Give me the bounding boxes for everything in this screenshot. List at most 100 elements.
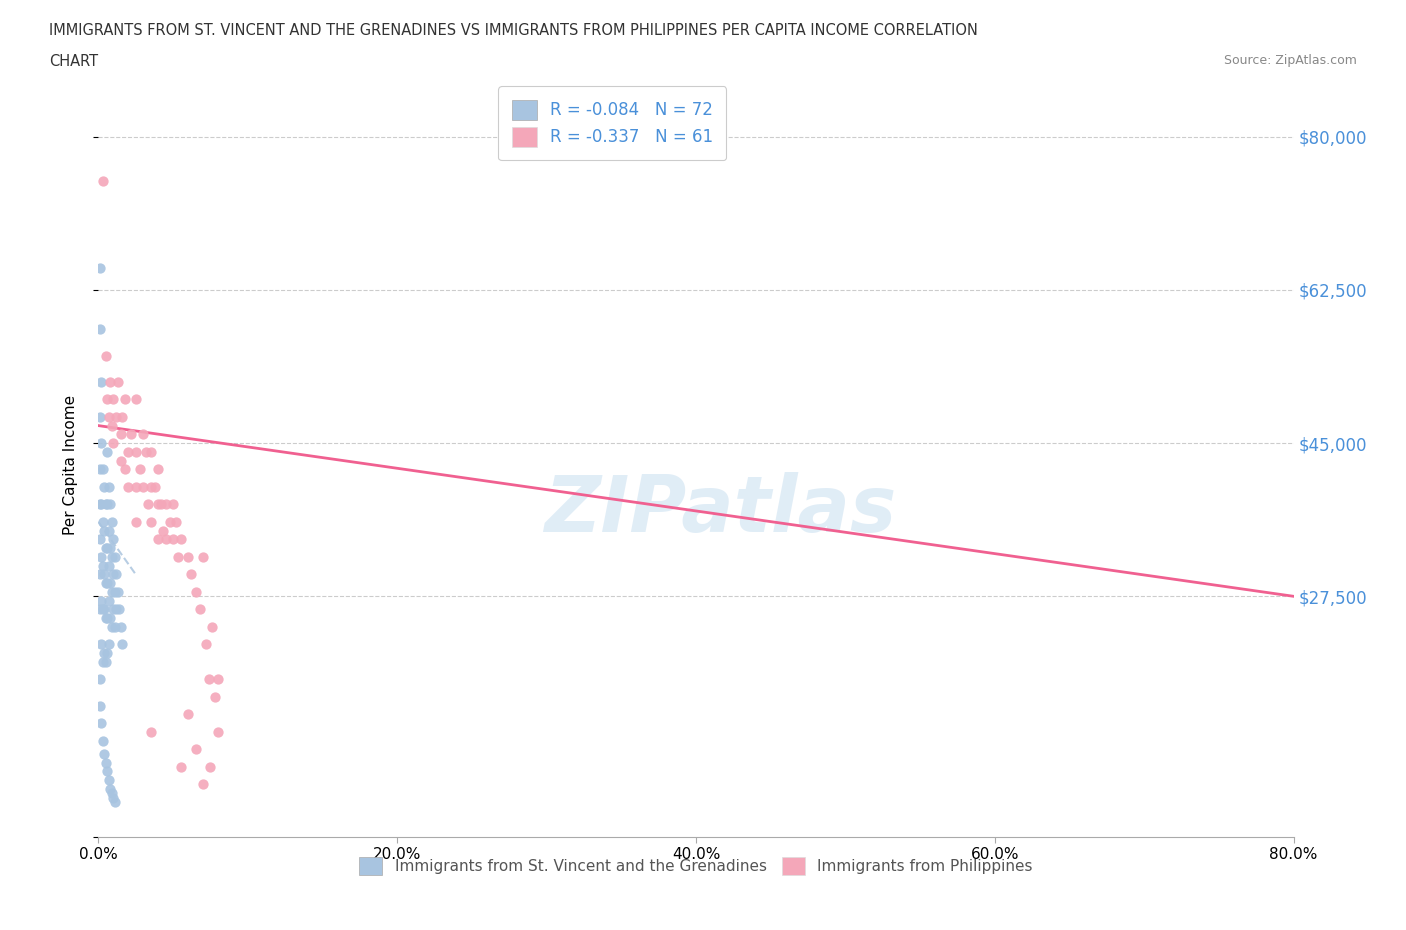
Point: [191, 550, 214, 565]
Point: [96, 611, 118, 626]
Point: [104, 584, 127, 599]
Point: [201, 619, 224, 634]
Point: [97, 480, 120, 495]
Point: [204, 689, 226, 704]
Point: [98, 611, 122, 626]
Point: [89, 532, 111, 547]
Point: [150, 497, 173, 512]
Point: [96, 497, 118, 512]
Point: [207, 724, 229, 739]
Point: [90, 716, 112, 731]
Point: [89, 672, 111, 687]
Point: [125, 514, 148, 529]
Point: [101, 418, 124, 433]
Point: [97, 593, 120, 608]
Point: [117, 480, 139, 495]
Point: [89, 260, 111, 275]
Point: [198, 672, 221, 687]
Point: [97, 637, 120, 652]
Point: [148, 462, 170, 477]
Point: [96, 445, 118, 459]
Point: [89, 567, 111, 582]
Point: [96, 392, 118, 406]
Point: [162, 497, 184, 512]
Point: [91, 462, 114, 477]
Point: [98, 375, 122, 390]
Point: [148, 497, 170, 512]
Point: [91, 733, 114, 748]
Point: [101, 550, 124, 565]
Point: [91, 602, 114, 617]
Point: [89, 497, 111, 512]
Point: [169, 760, 191, 775]
Point: [103, 392, 125, 406]
Point: [91, 514, 114, 529]
Point: [101, 786, 124, 801]
Point: [159, 514, 181, 529]
Point: [97, 773, 120, 788]
Y-axis label: Per Capita Income: Per Capita Income: [63, 395, 77, 535]
Point: [120, 427, 142, 442]
Point: [177, 550, 200, 565]
Point: [105, 567, 128, 582]
Point: [132, 480, 155, 495]
Point: [152, 524, 174, 538]
Point: [162, 532, 184, 547]
Point: [139, 445, 162, 459]
Point: [169, 532, 191, 547]
Point: [114, 462, 136, 477]
Point: [97, 524, 120, 538]
Point: [177, 707, 200, 722]
Point: [139, 480, 162, 495]
Point: [93, 645, 115, 660]
Point: [94, 655, 117, 670]
Text: CHART: CHART: [49, 54, 98, 69]
Point: [98, 540, 122, 555]
Point: [97, 409, 120, 424]
Point: [155, 532, 177, 547]
Point: [90, 593, 112, 608]
Point: [94, 755, 117, 770]
Point: [94, 348, 117, 363]
Point: [103, 435, 125, 450]
Point: [111, 409, 134, 424]
Point: [105, 409, 128, 424]
Point: [96, 764, 118, 778]
Point: [89, 322, 111, 337]
Point: [104, 550, 127, 565]
Point: [101, 619, 124, 634]
Point: [96, 576, 118, 591]
Point: [90, 435, 112, 450]
Point: [98, 497, 122, 512]
Point: [107, 375, 129, 390]
Point: [89, 602, 111, 617]
Point: [129, 462, 152, 477]
Point: [90, 497, 112, 512]
Point: [139, 514, 162, 529]
Point: [104, 794, 127, 809]
Point: [139, 724, 162, 739]
Point: [111, 637, 134, 652]
Point: [191, 777, 214, 792]
Point: [103, 567, 125, 582]
Point: [90, 375, 112, 390]
Point: [90, 637, 112, 652]
Point: [195, 637, 218, 652]
Point: [98, 576, 122, 591]
Legend: Immigrants from St. Vincent and the Grenadines, Immigrants from Philippines: Immigrants from St. Vincent and the Gren…: [353, 851, 1039, 882]
Point: [135, 445, 157, 459]
Point: [90, 550, 112, 565]
Point: [110, 619, 132, 634]
Text: ZIPatlas: ZIPatlas: [544, 472, 896, 548]
Point: [165, 514, 187, 529]
Point: [93, 567, 115, 582]
Point: [89, 409, 111, 424]
Point: [125, 480, 148, 495]
Point: [105, 602, 128, 617]
Point: [94, 540, 117, 555]
Point: [93, 602, 115, 617]
Point: [93, 524, 115, 538]
Point: [93, 747, 115, 762]
Point: [184, 742, 207, 757]
Point: [91, 173, 114, 188]
